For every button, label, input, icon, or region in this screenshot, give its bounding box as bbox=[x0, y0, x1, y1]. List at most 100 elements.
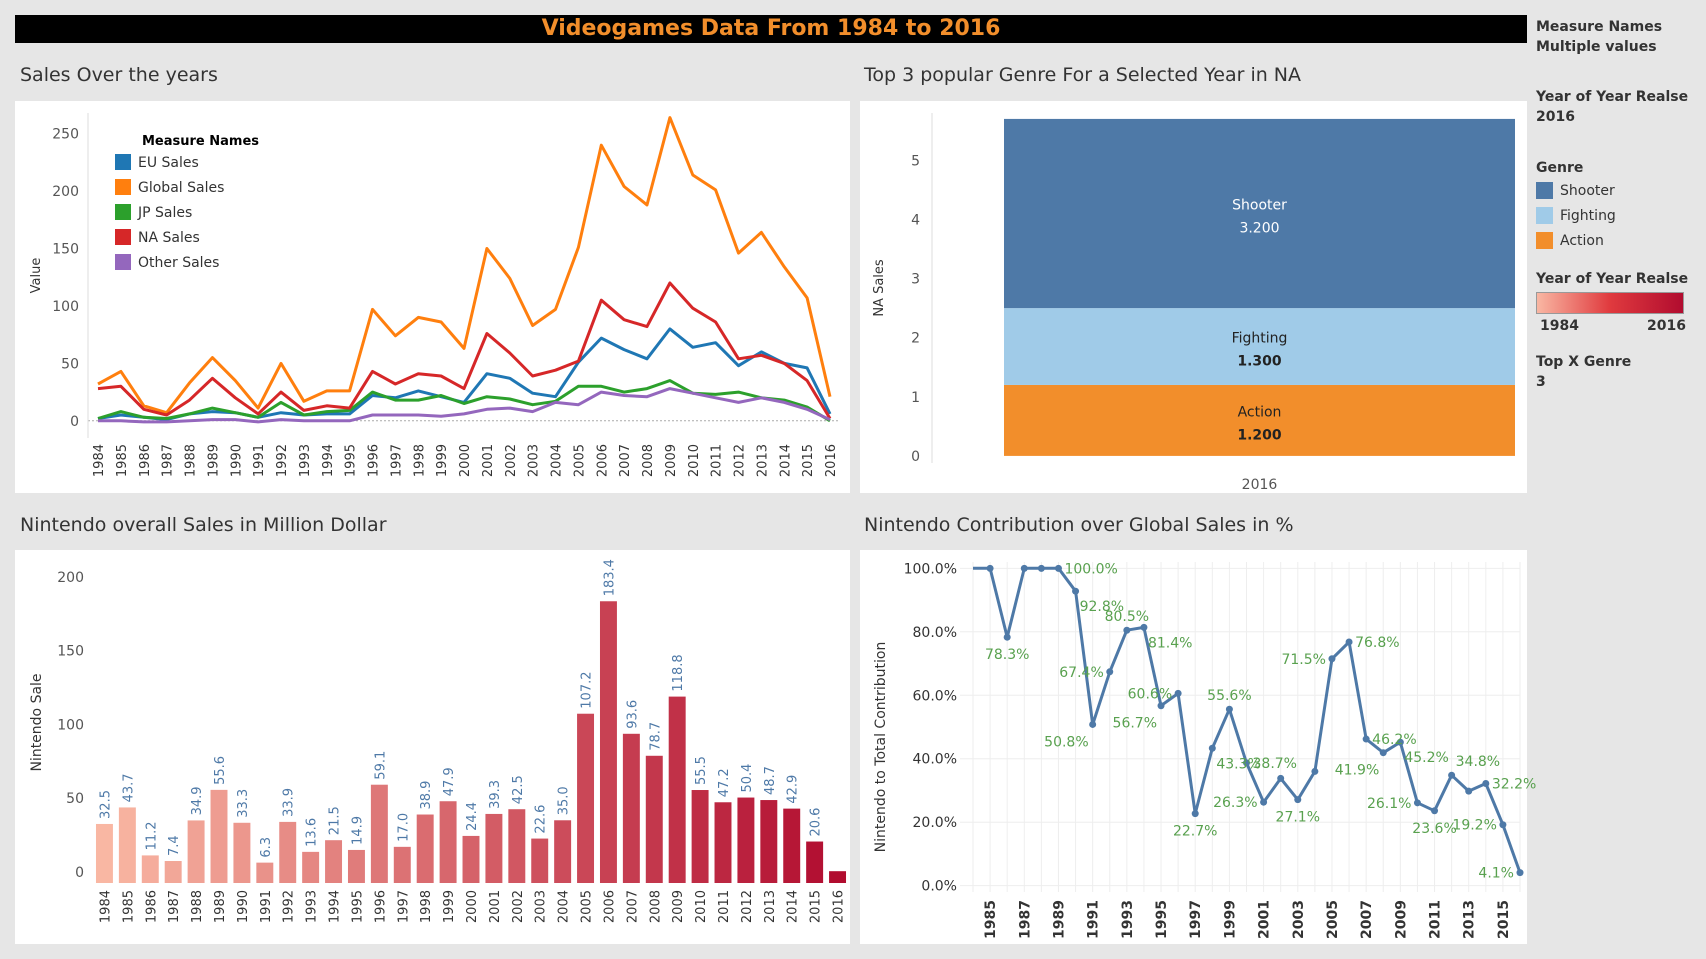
bar-data-label: 50.4 bbox=[740, 764, 755, 793]
y-tick-label: 0 bbox=[75, 865, 84, 881]
x-tick-label: 2010 bbox=[694, 890, 709, 923]
bar-data-label: 43.7 bbox=[121, 773, 136, 802]
nintendo-bar bbox=[668, 696, 686, 883]
point-data-label: 26.3% bbox=[1213, 795, 1257, 811]
point-data-label: 81.4% bbox=[1148, 635, 1192, 651]
bar-data-label: 118.8 bbox=[671, 654, 686, 691]
x-tick-label: 1997 bbox=[1188, 900, 1204, 939]
contribution-point bbox=[1413, 799, 1421, 807]
nintendo-bar bbox=[691, 790, 709, 883]
segment-value-label: 1.200 bbox=[1237, 427, 1282, 443]
bar-data-label: 42.9 bbox=[786, 775, 801, 804]
nintendo-bar bbox=[439, 801, 457, 883]
bar-data-label: 39.3 bbox=[488, 780, 503, 809]
nintendo-bar bbox=[554, 820, 572, 883]
sales-line-chart[interactable]: 0 50 100 150 200 250 Value 1984 1985 1986 1987 1988… bbox=[15, 101, 850, 493]
x-tick-label: 2006 bbox=[602, 890, 617, 923]
nintendo-bar bbox=[370, 784, 388, 883]
bar-data-label: 20.6 bbox=[809, 808, 824, 837]
x-tick-label: 1993 bbox=[298, 444, 313, 477]
contribution-point bbox=[1072, 587, 1080, 595]
contribution-panel: 0.0% 20.0% 40.0% 60.0% 80.0% 100.0% Nintendo t… bbox=[860, 550, 1536, 944]
legend-swatch bbox=[115, 204, 131, 220]
y-tick-label: 100 bbox=[57, 717, 84, 733]
x-tick-label: 2001 bbox=[488, 890, 503, 923]
measure-names-filter[interactable]: Measure Names Multiple values bbox=[1536, 19, 1662, 55]
y-axis-label: NA Sales bbox=[872, 259, 887, 317]
contribution-point bbox=[1277, 774, 1285, 782]
series-line-global-sales bbox=[97, 116, 832, 415]
y-tick-label: 200 bbox=[52, 184, 79, 200]
y-tick-label: 4 bbox=[911, 212, 920, 228]
segment-value-label: 1.300 bbox=[1237, 354, 1282, 370]
top-x-genre-value[interactable]: 3 bbox=[1536, 374, 1546, 390]
contribution-point bbox=[1037, 564, 1045, 572]
y-tick-label: 150 bbox=[52, 242, 79, 258]
sales-over-years-panel: 0 50 100 150 200 250 Value 1984 1985 1986 1987 1988… bbox=[15, 101, 850, 493]
genre-panel: 0 1 2 3 4 5 NA Sales Action 1.200 Fighting 1.300 Sh… bbox=[860, 101, 1527, 493]
y-tick-label: 100.0% bbox=[904, 561, 957, 577]
bar-data-label: 35.0 bbox=[557, 786, 572, 815]
point-data-label: 50.8% bbox=[1044, 734, 1088, 750]
contribution-line-chart[interactable]: 0.0% 20.0% 40.0% 60.0% 80.0% 100.0% Nintendo t… bbox=[860, 550, 1536, 944]
x-tick-label: 2014 bbox=[786, 890, 801, 923]
x-tick-label: 2007 bbox=[625, 890, 640, 923]
point-data-label: 60.6% bbox=[1128, 686, 1172, 702]
x-tick-label: 1995 bbox=[344, 444, 359, 477]
point-data-label: 26.1% bbox=[1367, 796, 1411, 812]
top-x-genre-label: Top X Genre bbox=[1536, 354, 1632, 370]
segment-value-label: 3.200 bbox=[1239, 221, 1279, 237]
contribution-point bbox=[1106, 668, 1114, 676]
top-x-genre-filter[interactable]: Top X Genre 3 bbox=[1536, 354, 1631, 390]
nintendo-bar bbox=[485, 813, 503, 883]
x-tick-label: 1987 bbox=[1017, 900, 1033, 939]
genre-stacked-bar-chart[interactable]: 0 1 2 3 4 5 NA Sales Action 1.200 Fighting 1.300 Sh… bbox=[860, 101, 1527, 493]
bar-data-label: 55.5 bbox=[694, 756, 709, 785]
x-tick-label: 1993 bbox=[1120, 900, 1136, 939]
nintendo-bar bbox=[141, 855, 159, 883]
y-tick-label: 0.0% bbox=[921, 879, 957, 895]
x-tick-label: 2016 bbox=[1242, 477, 1278, 493]
contribution-point bbox=[1362, 735, 1370, 743]
stack-segment-fighting bbox=[1004, 308, 1515, 385]
x-tick-label: 2013 bbox=[763, 890, 778, 923]
year-color-legend-title: Year of Year Realse bbox=[1536, 271, 1689, 287]
bar-data-label: 22.6 bbox=[534, 805, 549, 834]
x-tick-label: 1987 bbox=[161, 444, 176, 477]
x-tick-label: 1994 bbox=[328, 890, 343, 923]
y-tick-label: 100 bbox=[52, 299, 79, 315]
nintendo-bar bbox=[302, 851, 320, 883]
point-data-label: 56.7% bbox=[1113, 716, 1157, 732]
series-line-other-sales bbox=[98, 387, 831, 424]
year-filter-value[interactable]: 2016 bbox=[1536, 109, 1575, 125]
nintendo-bar bbox=[95, 823, 113, 883]
x-tick-label: 2016 bbox=[824, 444, 839, 477]
x-tick-label: 2002 bbox=[504, 444, 519, 477]
point-data-label: 43.3% bbox=[1216, 756, 1260, 772]
x-tick-label: 2004 bbox=[550, 444, 565, 477]
year-filter[interactable]: Year of Year Realse 2016 bbox=[1536, 89, 1688, 125]
x-tick-label: 2011 bbox=[710, 444, 725, 477]
point-data-label: 71.5% bbox=[1281, 652, 1325, 668]
x-tick-label: 2011 bbox=[1428, 900, 1444, 939]
x-tick-label: 2001 bbox=[1257, 900, 1273, 939]
nintendo-bar bbox=[462, 835, 480, 883]
point-data-label: 46.2% bbox=[1372, 732, 1416, 748]
contribution-point bbox=[1157, 702, 1165, 710]
bar-data-label: 38.9 bbox=[419, 781, 434, 810]
x-tick-label: 1988 bbox=[184, 444, 199, 477]
x-tick-label: 2003 bbox=[534, 890, 549, 923]
nintendo-bar bbox=[783, 808, 801, 883]
nintendo-bar bbox=[187, 820, 205, 883]
genre-legend-item-shooter[interactable]: Shooter bbox=[1536, 178, 1616, 203]
point-data-label: 34.8% bbox=[1456, 754, 1500, 770]
nintendo-bar bbox=[577, 713, 595, 883]
genre-legend-item-action[interactable]: Action bbox=[1536, 228, 1616, 253]
bar-data-label: 6.3 bbox=[259, 837, 274, 858]
genre-legend-title: Genre bbox=[1536, 160, 1584, 176]
nintendo-bar-chart[interactable]: 0 50 100 150 200 Nintendo Sale 32.5 1984 43.7 198… bbox=[15, 550, 850, 944]
genre-legend-item-fighting[interactable]: Fighting bbox=[1536, 203, 1616, 228]
x-tick-label: 1992 bbox=[282, 890, 297, 923]
point-data-label: 55.6% bbox=[1207, 688, 1251, 704]
measure-names-value[interactable]: Multiple values bbox=[1536, 39, 1657, 55]
